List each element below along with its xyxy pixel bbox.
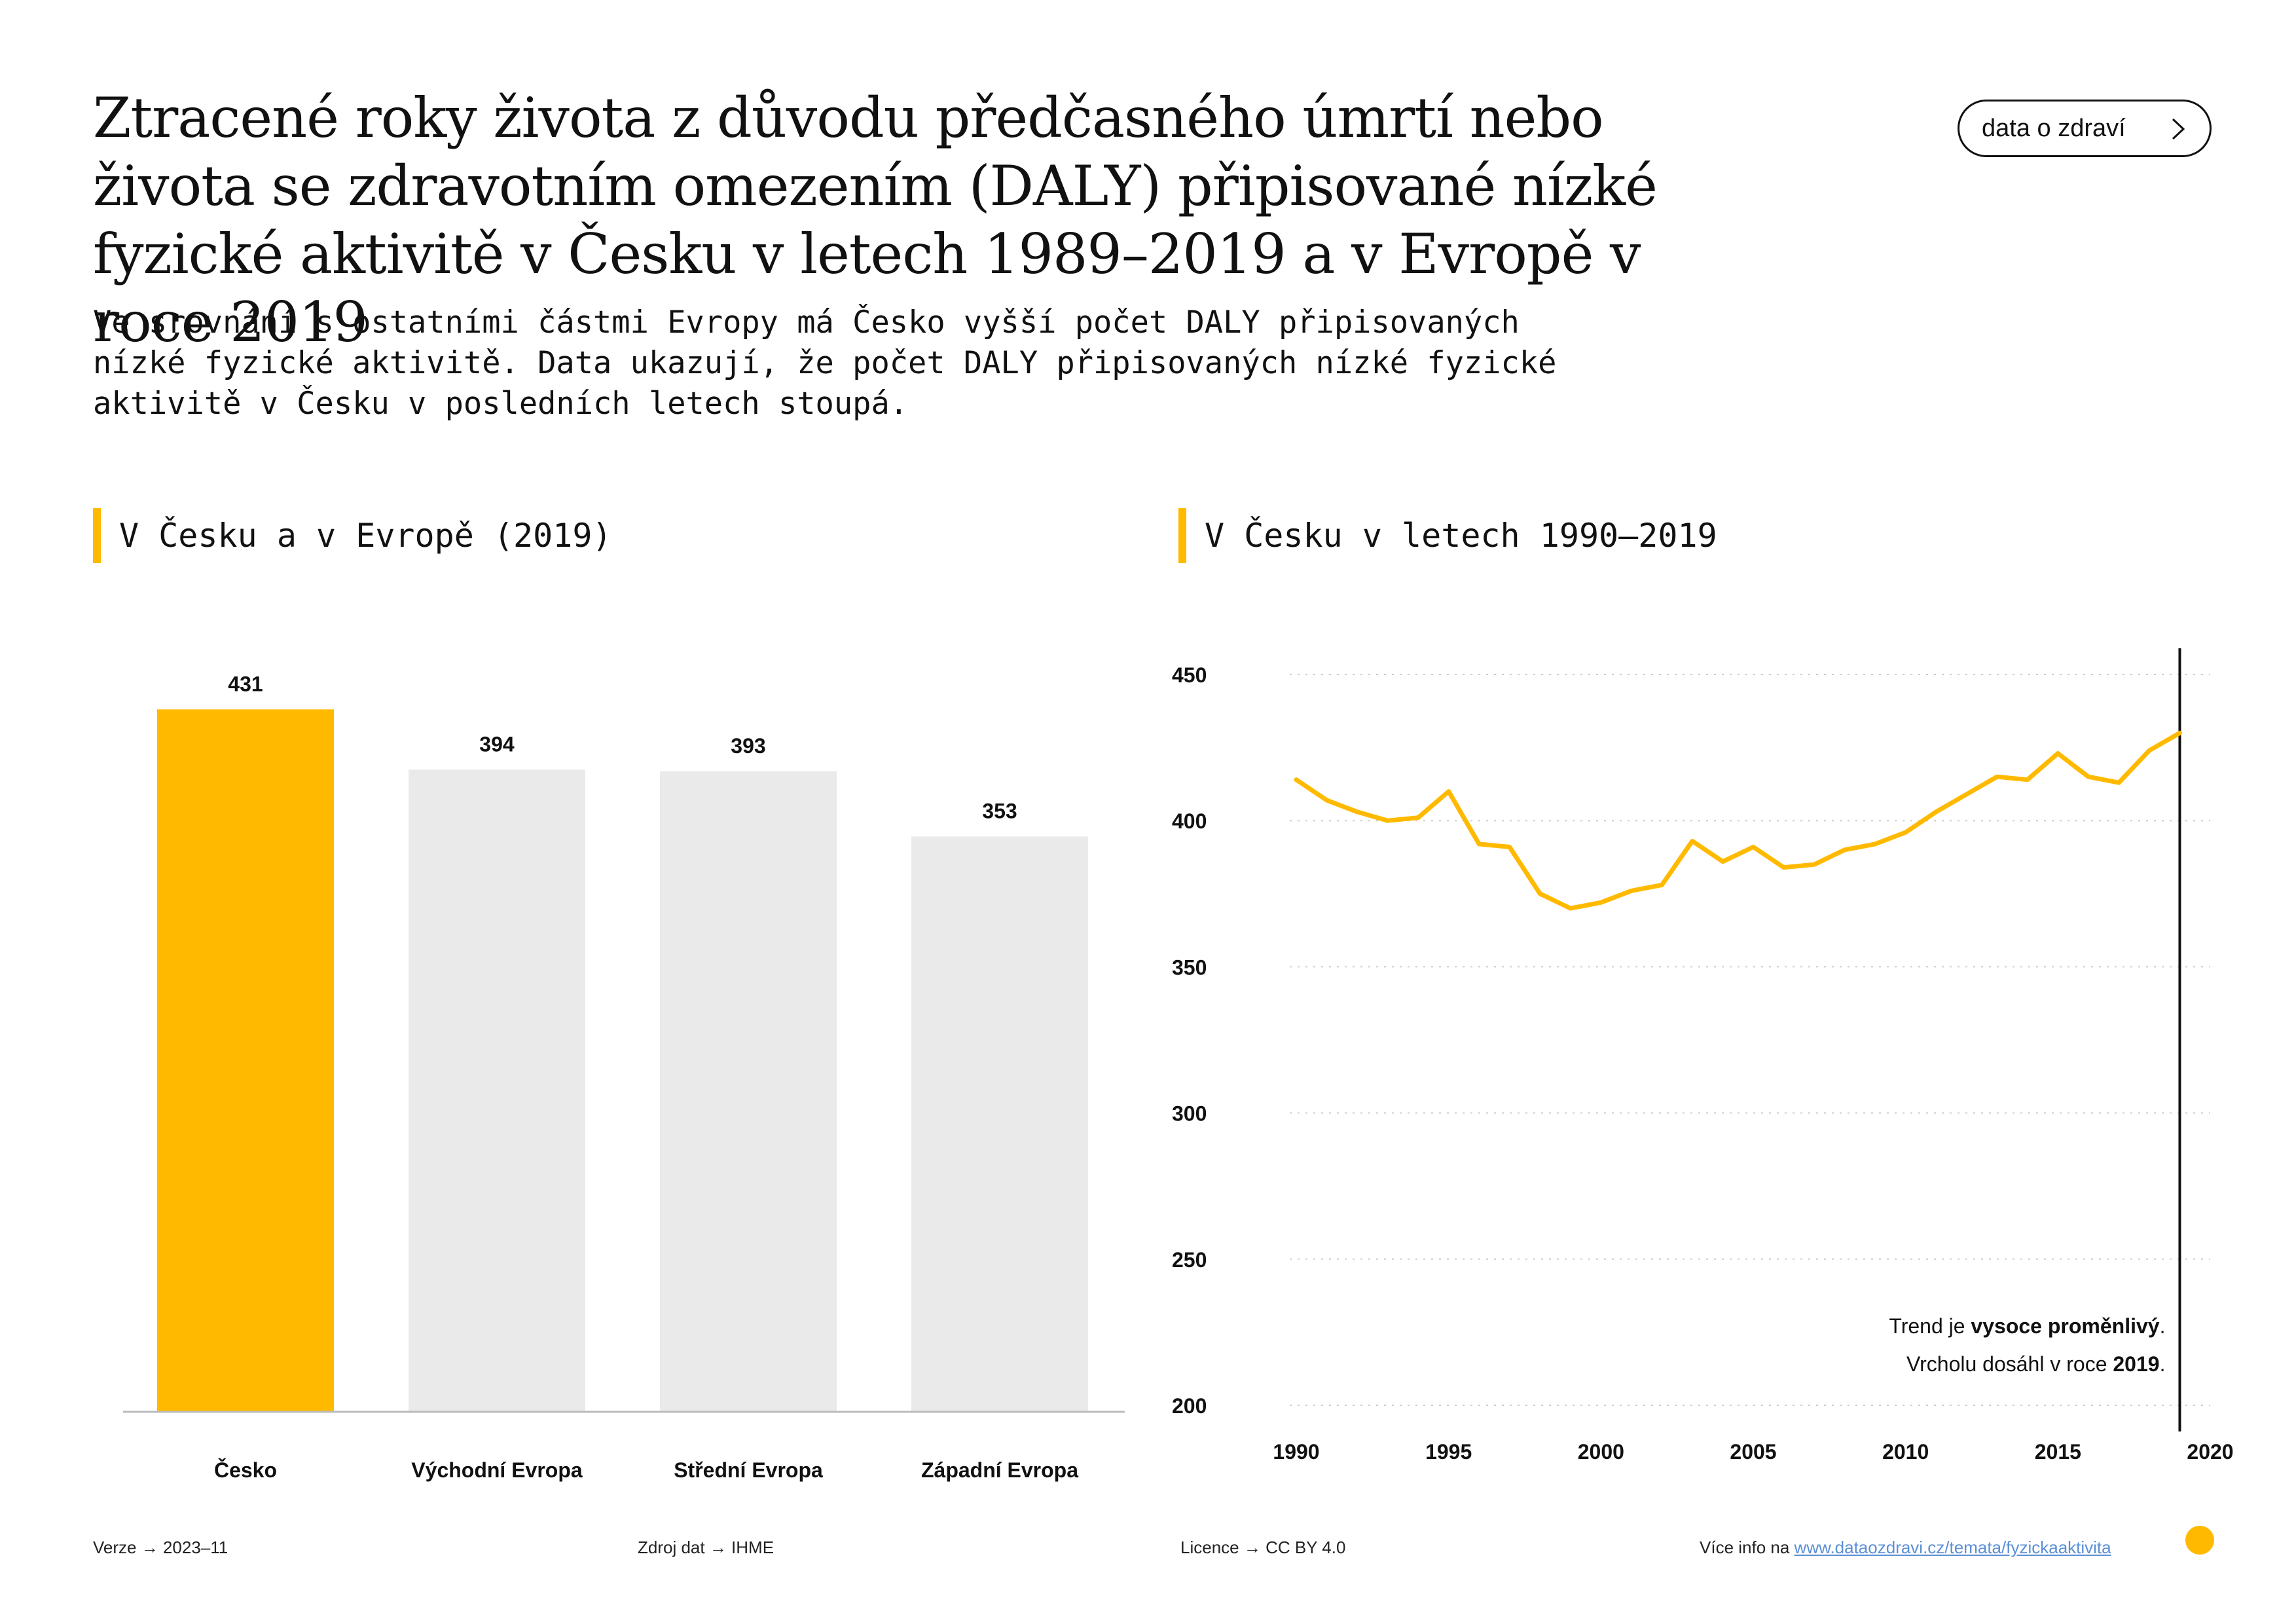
y-tick-label: 200 <box>1172 1394 1207 1418</box>
right-section-title-text: V Česku v letech 1990–2019 <box>1205 517 1717 555</box>
data-o-zdravi-button[interactable]: data o zdraví <box>1958 100 2212 157</box>
footer-license: Licence → CC BY 4.0 <box>1180 1538 1346 1557</box>
y-tick-label: 350 <box>1172 955 1207 979</box>
bar-category-label: Západní Evropa <box>921 1458 1078 1482</box>
bar-value-label: 353 <box>982 799 1017 822</box>
x-tick-label: 1995 <box>1425 1440 1472 1464</box>
more-info-link[interactable]: www.dataozdravi.cz/temata/fyzickaaktivit… <box>1794 1538 2111 1557</box>
left-section-title-text: V Česku a v Evropě (2019) <box>119 517 612 555</box>
x-tick-label: 1990 <box>1273 1440 1319 1464</box>
section-accent-bar <box>1178 508 1186 563</box>
page-title: Ztracené roky života z důvodu předčasnéh… <box>93 86 1658 354</box>
x-tick-label: 2020 <box>2187 1440 2233 1464</box>
bar-category-label: Česko <box>214 1458 277 1482</box>
x-tick-label: 2000 <box>1578 1440 1624 1464</box>
bar <box>409 769 585 1412</box>
y-tick-label: 300 <box>1172 1102 1207 1126</box>
bar-category-label: Východní Evropa <box>411 1458 583 1482</box>
bar-value-label: 431 <box>228 672 263 695</box>
bar-category-label: Střední Evropa <box>674 1458 823 1482</box>
annotation-span: . <box>2160 1314 2166 1338</box>
chevron-right-icon <box>2172 118 2185 140</box>
bar-value-label: 394 <box>479 732 515 756</box>
annotation-span: . <box>2160 1352 2166 1376</box>
right-section-title: V Česku v letech 1990–2019 <box>1178 508 1717 563</box>
y-tick-label: 450 <box>1172 663 1207 687</box>
line-chart: 200 250 300 350 400 450 1990 1995 2000 2005 2010 20… <box>1172 648 2234 1464</box>
bar <box>911 836 1088 1412</box>
data-o-zdravi-label: data o zdraví <box>1982 114 2126 142</box>
section-accent-bar <box>93 508 101 563</box>
annotation-span: Trend je <box>1889 1314 1971 1338</box>
x-tick-label: 2005 <box>1730 1440 1776 1464</box>
footer-version: Verze → 2023–11 <box>93 1538 228 1557</box>
bar <box>660 771 837 1412</box>
bar <box>157 709 334 1412</box>
bar-value-label: 393 <box>731 734 765 758</box>
annotation-line-2: Vrcholu dosáhl v roce 2019. <box>1906 1352 2166 1376</box>
x-tick-label: 2015 <box>2035 1440 2081 1464</box>
series-line <box>1294 730 2182 911</box>
annotation-line-1: Trend je vysoce proměnlivý. <box>1889 1314 2165 1338</box>
y-tick-label: 250 <box>1172 1248 1207 1272</box>
logo-icon <box>2185 1526 2214 1555</box>
footer-more-info: Více info na www.dataozdravi.cz/temata/f… <box>1700 1538 2111 1558</box>
annotation-span: Vrcholu dosáhl v roce <box>1906 1352 2113 1376</box>
annotation-span: 2019 <box>2113 1352 2159 1376</box>
more-info-label: Více info na <box>1700 1538 1795 1557</box>
annotation-span: vysoce proměnlivý <box>1971 1314 2159 1338</box>
page-subtitle: Ve srovnání s ostatními částmi Evropy má… <box>93 304 1557 422</box>
y-tick-label: 400 <box>1172 809 1207 833</box>
left-section-title: V Česku a v Evropě (2019) <box>93 508 612 563</box>
footer-source: Zdroj dat → IHME <box>638 1538 774 1557</box>
x-tick-label: 2010 <box>1882 1440 1929 1464</box>
bar-chart: 431 Česko 394 Východní Evropa 393 Střední Evr… <box>123 672 1125 1482</box>
